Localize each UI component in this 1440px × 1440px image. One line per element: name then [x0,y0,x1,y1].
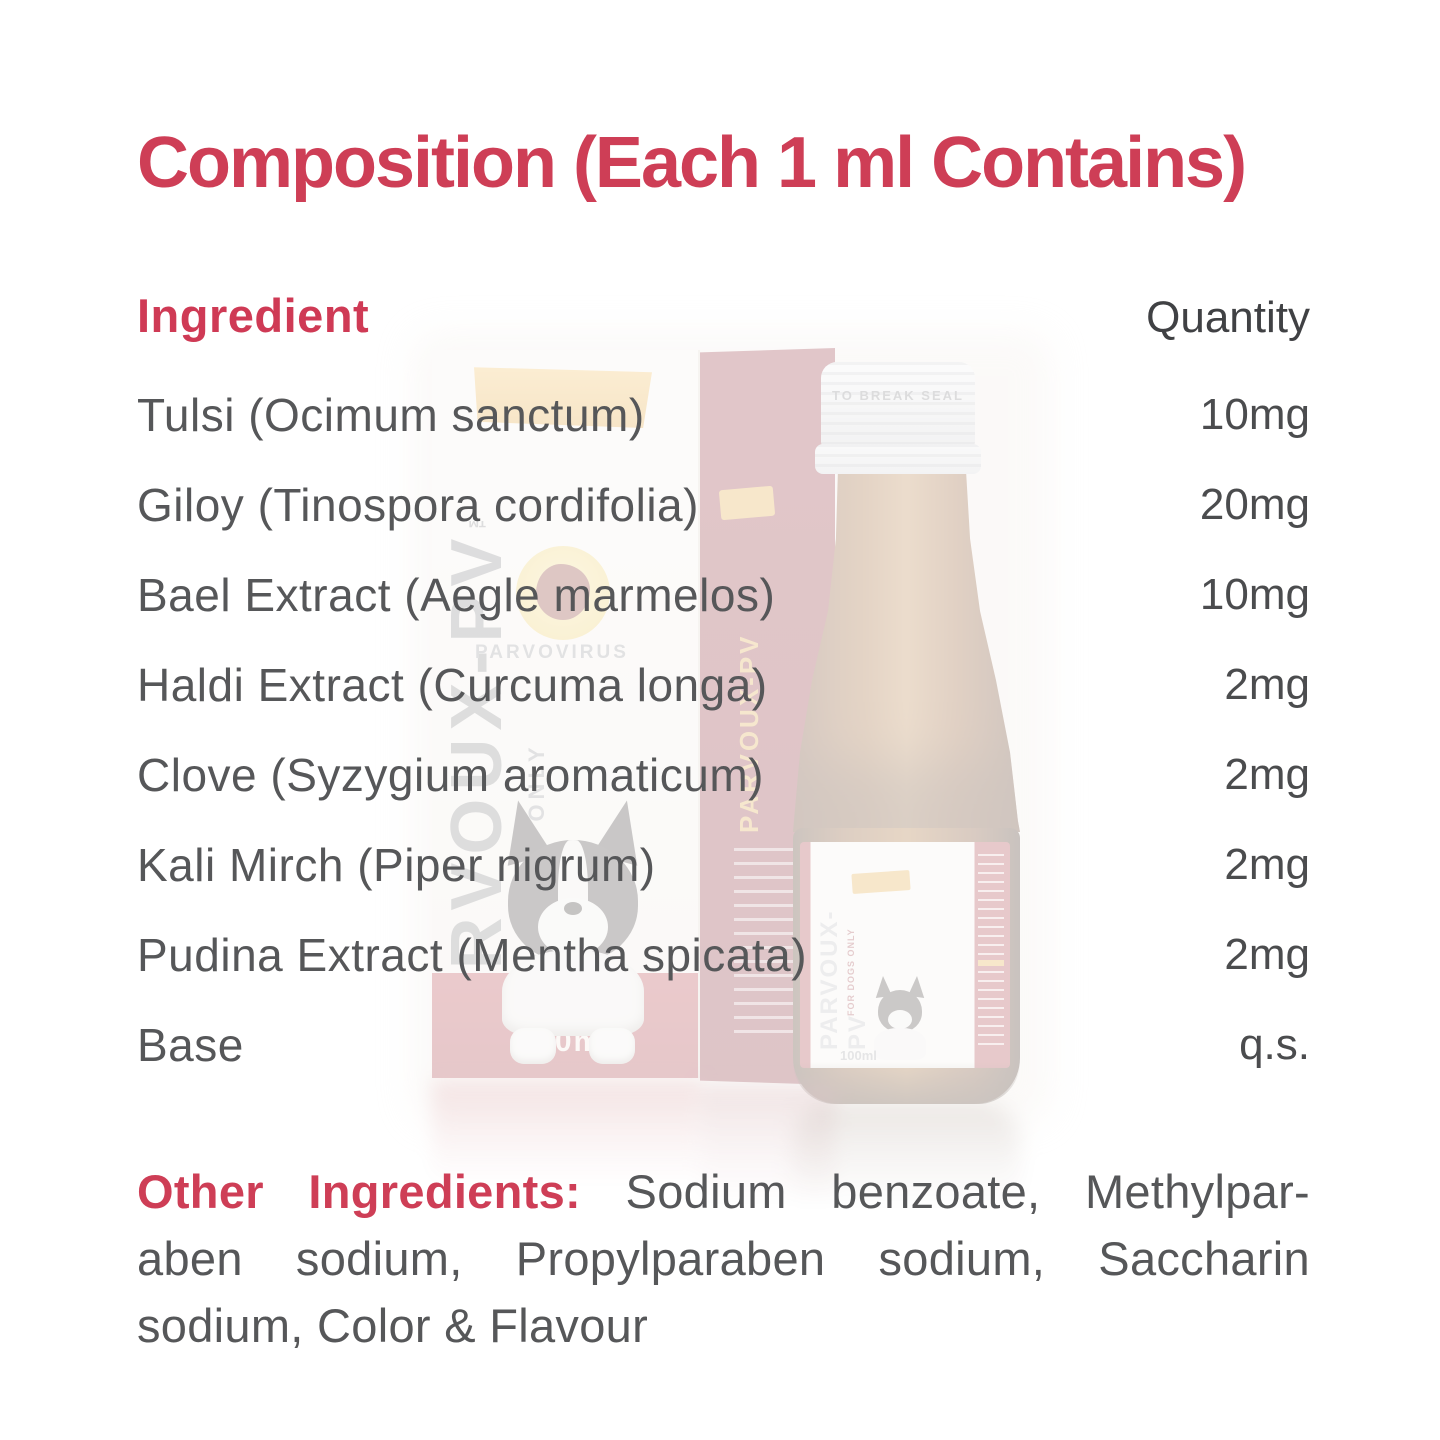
ingredient-name: Tulsi (Ocimum sanctum) [137,389,645,441]
table-row: Kali Mirch (Piper nigrum) 2mg [137,820,1310,910]
carton-volume-label: 100ml [517,1025,613,1058]
parvovirus-badge-icon [516,546,610,640]
dog-paw [589,1028,635,1064]
dog-head [878,990,922,1032]
cap-ridges [821,362,975,446]
dog-paw [510,1028,556,1064]
carton-side-reflection [700,1085,835,1205]
ingredient-name: Bael Extract (Aegle marmelos) [137,569,776,621]
cap-ring-ridges [815,444,981,474]
ingredient-qty: 10mg [1199,570,1310,619]
other-ingredients-line: sodium, Color & Flavour [137,1299,649,1352]
label-accent-line [978,960,1004,966]
boston-terrier-illustration [480,800,665,1068]
carton-side-fine-print [734,848,796,1038]
ingredient-qty: 2mg [1224,930,1310,979]
ingredient-name: Pudina Extract (Mentha spicata) [137,929,808,981]
composition-table: Tulsi (Ocimum sanctum) 10mg Giloy (Tinos… [137,370,1310,1090]
other-ingredients-section: Other Ingredients: Sodium benzoate, Meth… [137,1158,1310,1359]
table-row: Bael Extract (Aegle marmelos) 10mg [137,550,1310,640]
carton-front: PARVOUX-PV™ FOR DOGS ONLY PARVOVIRUS 100… [432,350,700,1080]
virus-blob-icon [536,564,590,620]
ingredient-qty: 2mg [1224,750,1310,799]
dog-chest [874,1028,926,1060]
ingredient-qty: 2mg [1224,840,1310,889]
dog-chest [502,950,644,1036]
ingredient-name: Giloy (Tinospora cordifolia) [137,479,699,531]
bottle-reflection [793,1102,1020,1252]
table-header: Ingredient Quantity [137,288,1310,343]
bottle-cap: TO BREAK SEAL [821,362,975,446]
bottle-body: PARVOUX-PV FOR DOGS ONLY 100ml [793,828,1020,1104]
other-ingredients-label: Other Ingredients: [137,1165,581,1218]
label-dog-illustration [866,976,934,1064]
ingredient-qty: 10mg [1199,390,1310,439]
other-ingredients-text: Sodium benzoate, Methylpar- [625,1165,1310,1218]
ingredient-name: Kali Mirch (Piper nigrum) [137,839,656,891]
carton-side-panel: PARVOUX-PV [700,348,835,1085]
ingredient-name: Base [137,1019,244,1071]
dog-nose [564,902,582,915]
table-row: Giloy (Tinospora cordifolia) 20mg [137,460,1310,550]
table-row: Pudina Extract (Mentha spicata) 2mg [137,910,1310,1000]
label-volume-text: 100ml [840,1048,877,1063]
maker-ribbon-logo [474,367,652,428]
other-ingredients-line: aben sodium, Propylparaben sodium, Sacch… [137,1232,1310,1285]
ingredient-name: Haldi Extract (Curcuma longa) [137,659,768,711]
table-row: Clove (Syzygium aromaticum) 2mg [137,730,1310,820]
dog-blaze [558,840,588,962]
ingredient-column-header: Ingredient [137,289,370,342]
dog-muzzle [888,1010,912,1029]
ingredient-name: Clove (Syzygium aromaticum) [137,749,764,801]
bottle-label: PARVOUX-PV FOR DOGS ONLY 100ml [800,842,1010,1068]
ingredient-qty: 2mg [1224,660,1310,709]
ingredient-qty: 20mg [1199,480,1310,529]
dog-muzzle [538,898,608,956]
quantity-column-header: Quantity [1146,293,1310,342]
photo-haze [412,332,1052,1122]
table-row: Base q.s. [137,1000,1310,1090]
dog-head [508,840,638,962]
bottle-cap-ring [815,444,981,474]
label-fine-print [978,854,1004,1050]
cap-seal-text: TO BREAK SEAL [832,388,964,403]
ingredient-qty: q.s. [1239,1020,1310,1069]
carton-red-band: 100ml [432,973,698,1078]
parvovirus-label: PARVOVIRUS [475,642,629,663]
page-title: Composition (Each 1 ml Contains) [137,123,1247,203]
table-row: Haldi Extract (Curcuma longa) 2mg [137,640,1310,730]
table-row: Tulsi (Ocimum sanctum) 10mg [137,370,1310,460]
carton-reflection [432,1080,700,1220]
other-ingredients-line: Other Ingredients: Sodium benzoate, Meth… [137,1158,1310,1225]
